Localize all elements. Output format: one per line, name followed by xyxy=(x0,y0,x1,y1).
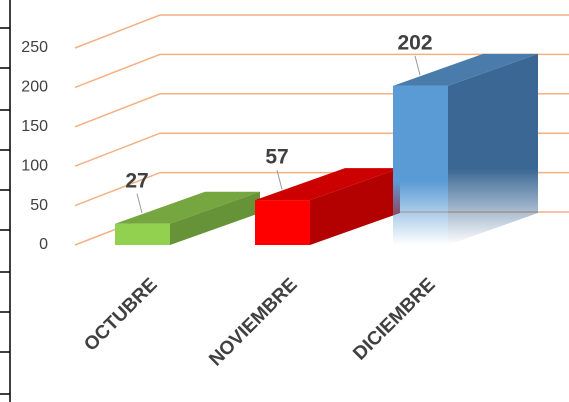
y-tick-label: 250 xyxy=(21,39,48,56)
bar-side xyxy=(170,191,260,245)
y-tick-label: 200 xyxy=(21,79,48,96)
bar-side xyxy=(448,53,538,245)
x-tick-label: OCTUBRE xyxy=(80,274,161,355)
x-tick-label: DICIEMBRE xyxy=(349,274,439,364)
bar-top xyxy=(393,53,538,86)
data-label: 57 xyxy=(265,146,288,169)
bar xyxy=(115,223,170,245)
grid-line xyxy=(74,53,569,89)
y-tick-label: 50 xyxy=(30,197,48,214)
y-tick-label: 150 xyxy=(21,118,48,135)
sheet-border xyxy=(0,0,11,402)
data-label: 202 xyxy=(397,31,432,54)
label-leader xyxy=(136,193,143,214)
bar-top xyxy=(255,168,400,201)
y-tick-label: 100 xyxy=(21,157,48,174)
bar-top xyxy=(115,191,260,224)
label-leader xyxy=(276,169,283,190)
y-tick-label: 0 xyxy=(39,236,48,253)
label-leader xyxy=(414,55,421,76)
bar xyxy=(393,85,448,245)
grid-line xyxy=(74,14,569,49)
data-label: 27 xyxy=(125,169,148,192)
bar xyxy=(255,200,310,245)
x-tick-label: NOVIEMBRE xyxy=(205,274,301,370)
bar-side xyxy=(310,168,400,245)
